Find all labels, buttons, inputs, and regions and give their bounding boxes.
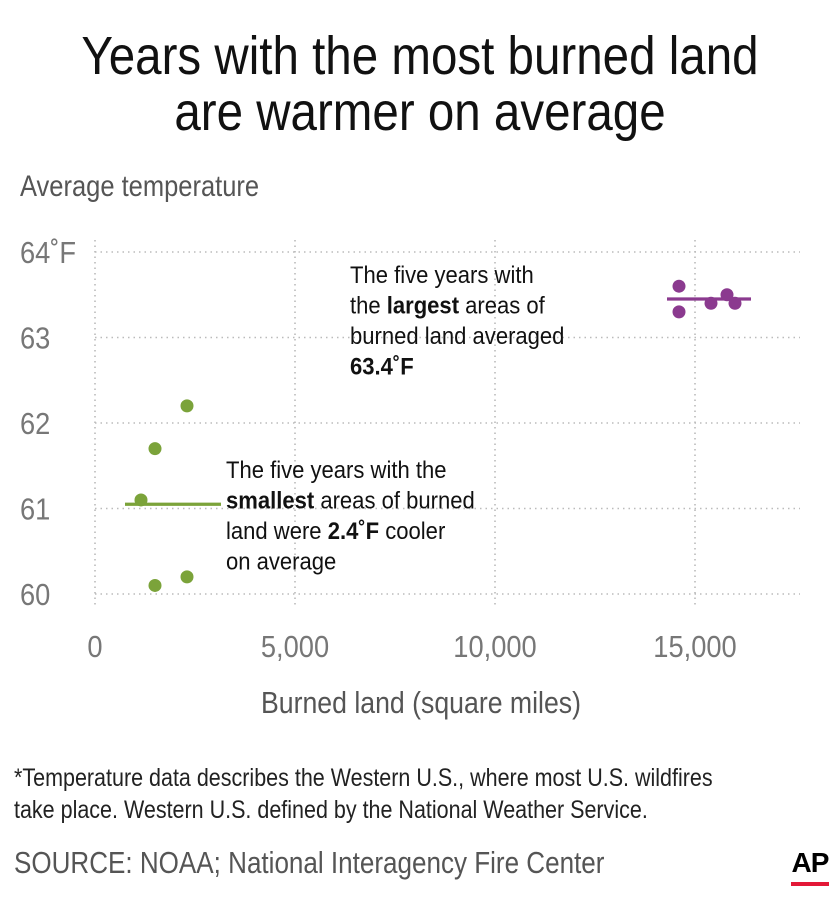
data-point-smallest	[180, 399, 194, 413]
data-point-smallest	[148, 442, 162, 456]
data-point-largest	[720, 288, 734, 302]
ap-logo: AP	[791, 848, 829, 886]
annotation-text: The five years with the	[226, 456, 447, 483]
x-tick-label: 5,000	[261, 630, 329, 664]
annotation-text: the	[350, 291, 387, 318]
annotation-text: cooler	[379, 517, 445, 544]
y-tick-label: 61	[20, 493, 50, 527]
y-tick-label: 62	[20, 407, 50, 441]
annotation-smallest-line: land were 2.4˚F cooler	[226, 517, 446, 544]
scatter-chart: 60 61 62 63 64˚F 0 5,000 10,000 15,000 Burned lan…	[20, 236, 800, 721]
annotation-largest-line: The five years with	[350, 261, 534, 288]
data-point-smallest	[180, 570, 194, 584]
ap-logo-text: AP	[791, 847, 830, 878]
x-axis-label: Burned land (square miles)	[261, 686, 581, 720]
chart-title: Years with the most burned land are warm…	[50, 28, 789, 140]
data-point-smallest	[134, 493, 148, 507]
x-tick-label: 10,000	[453, 630, 536, 664]
data-point-largest	[704, 296, 718, 310]
annotation-largest-line: the largest areas of	[350, 291, 545, 318]
y-axis-label: Average temperature	[20, 170, 260, 203]
annotation-largest-line: burned land averaged	[350, 322, 564, 349]
annotation-emphasis: 2.4˚F	[328, 517, 379, 544]
y-tick-label: 60	[20, 578, 50, 612]
data-point-largest	[672, 279, 686, 293]
annotation-text: The five years with	[350, 261, 534, 288]
chart-title-line-1: Years with the most burned land	[81, 26, 759, 86]
data-point-smallest	[148, 578, 162, 592]
annotation-text: land were	[226, 517, 328, 544]
data-point-largest	[728, 296, 742, 310]
x-tick-label: 15,000	[653, 630, 736, 664]
data-point-largest	[672, 305, 686, 319]
x-tick-label: 0	[87, 630, 102, 664]
annotation-emphasis: 63.4˚F	[350, 352, 414, 379]
source-credit: SOURCE: NOAA; National Interagency Fire …	[14, 845, 605, 880]
annotation-emphasis: smallest	[226, 486, 314, 513]
annotation-text: burned land averaged	[350, 322, 564, 349]
chart-title-line-2: are warmer on average	[174, 82, 666, 142]
ap-logo-underline	[791, 882, 829, 886]
annotation-text: on average	[226, 547, 336, 574]
annotation-emphasis: largest	[387, 291, 460, 318]
annotation-text: areas of	[459, 291, 545, 318]
y-tick-label: 63	[20, 322, 50, 356]
annotation-text: areas of burned	[314, 486, 475, 513]
y-tick-label: 64˚F	[20, 236, 76, 270]
annotation-smallest-line: smallest areas of burned	[226, 486, 475, 513]
annotation-smallest-line: on average	[226, 547, 336, 574]
annotation-smallest-line: The five years with the	[226, 456, 447, 483]
annotation-largest-line: 63.4˚F	[350, 352, 414, 379]
footnote: *Temperature data describes the Western …	[14, 764, 713, 824]
